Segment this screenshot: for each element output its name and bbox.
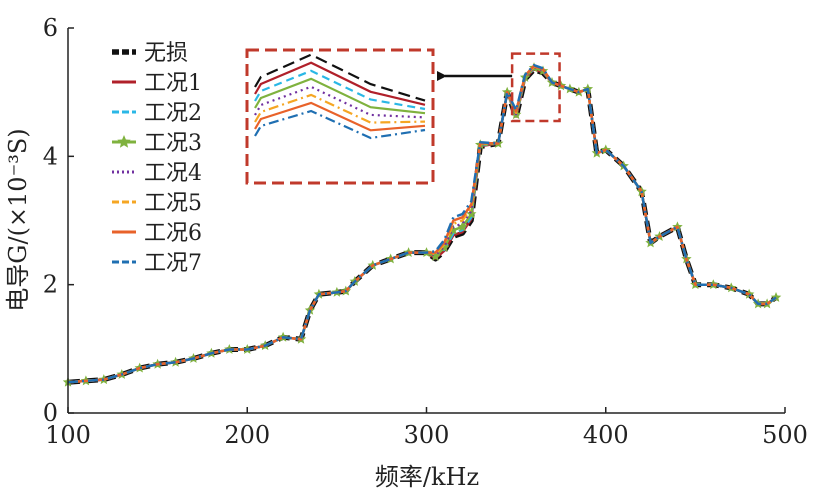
series-marker-3-26 xyxy=(457,221,468,232)
inset-zoom xyxy=(245,48,561,185)
series-marker-3-27 xyxy=(466,208,477,219)
x-tick-label-3: 400 xyxy=(583,421,629,449)
legend-label-0: 无损 xyxy=(144,41,188,66)
legend-label-3: 工况3 xyxy=(144,131,202,156)
legend-label-2: 工况2 xyxy=(144,101,202,126)
legend-label-6: 工况6 xyxy=(144,221,202,246)
series-line-7 xyxy=(67,63,777,384)
inset-series-line-2 xyxy=(254,69,426,111)
series-line-2 xyxy=(67,67,777,384)
y-axis-label: 电导G/(×10⁻³S) xyxy=(4,128,32,311)
y-tick-label-2: 4 xyxy=(43,142,58,170)
y-tick-label-3: 6 xyxy=(43,14,58,42)
ticks: 100 200 300 400 500 0 2 4 6 xyxy=(43,14,808,449)
inset-series-line-3 xyxy=(254,77,426,115)
y-tick-label-0: 0 xyxy=(43,399,58,427)
inset-series-line-5 xyxy=(254,93,426,124)
x-axis-label: 频率/kHz xyxy=(375,463,479,491)
y-tick-label-1: 2 xyxy=(43,271,58,299)
legend-label-5: 工况5 xyxy=(144,191,202,216)
legend-marker-3 xyxy=(117,135,131,148)
legend-label-7: 工况7 xyxy=(144,251,202,276)
x-tick-label-2: 300 xyxy=(404,421,450,449)
inset-series-line-0 xyxy=(254,53,426,102)
inset-series-line-1 xyxy=(254,61,426,106)
series-marker-3-23 xyxy=(430,250,441,261)
plot-lines xyxy=(62,62,782,387)
inset-series-line-6 xyxy=(254,101,426,132)
legend-label-4: 工况4 xyxy=(144,161,202,186)
inset-series-line-7 xyxy=(254,109,426,140)
legend-label-1: 工况1 xyxy=(144,71,202,96)
x-tick-label-4: 500 xyxy=(762,421,808,449)
x-tick-label-0: 100 xyxy=(45,421,91,449)
inset-series-line-4 xyxy=(254,85,426,119)
x-tick-label-1: 200 xyxy=(224,421,270,449)
